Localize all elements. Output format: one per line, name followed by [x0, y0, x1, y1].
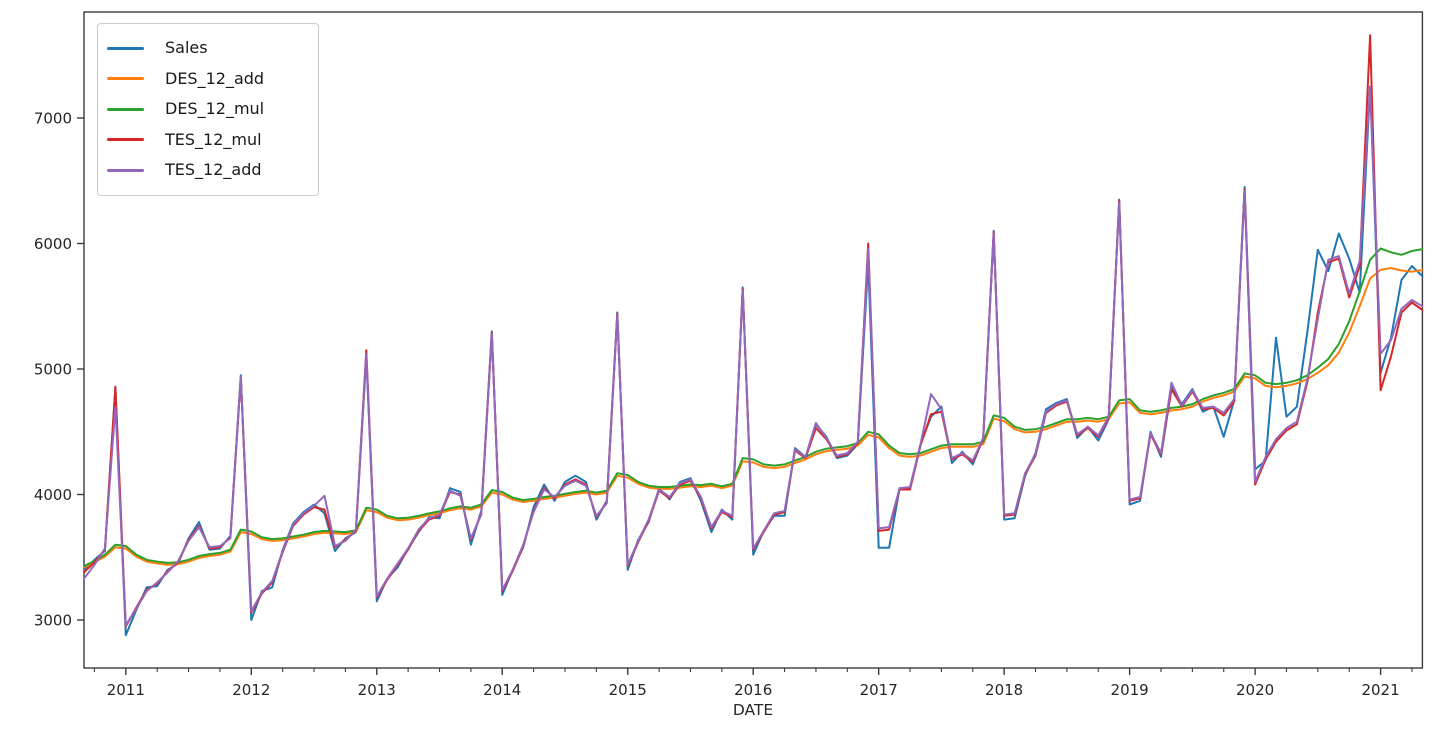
legend-item-TES_12_mul: TES_12_mul — [107, 125, 304, 156]
x-axis-title: DATE — [732, 701, 774, 719]
x-tick-label: 2016 — [734, 681, 772, 699]
legend-item-TES_12_add: TES_12_add — [107, 155, 304, 186]
x-tick-label: 2018 — [985, 681, 1023, 699]
y-tick-label: 6000 — [34, 235, 72, 253]
y-tick-label: 7000 — [34, 110, 72, 128]
x-tick-label: 2020 — [1236, 681, 1274, 699]
legend-label: TES_12_mul — [165, 129, 262, 149]
x-tick-label: 2013 — [358, 681, 396, 699]
legend-label: DES_12_add — [165, 68, 265, 88]
legend-label: Sales — [165, 38, 208, 58]
legend: Sales DES_12_add DES_12_mul TES_12_mul T… — [97, 23, 319, 196]
y-tick-label: 5000 — [34, 361, 72, 379]
x-tick-label: 2011 — [107, 681, 145, 699]
y-tick-label: 4000 — [34, 486, 72, 504]
x-tick-label: 2015 — [609, 681, 647, 699]
y-tick-label: 3000 — [34, 612, 72, 630]
legend-label: TES_12_add — [165, 160, 262, 180]
legend-label: DES_12_mul — [165, 99, 265, 119]
legend-line-swatch — [107, 138, 144, 142]
legend-item-DES_12_add: DES_12_add — [107, 64, 304, 95]
series-line-DES_12_add — [83, 267, 1424, 569]
x-tick-label: 2019 — [1111, 681, 1149, 699]
x-tick-label: 2012 — [232, 681, 270, 699]
x-tick-label: 2014 — [483, 681, 521, 699]
legend-line-swatch — [107, 107, 144, 111]
x-tick-label: 2021 — [1361, 681, 1399, 699]
series-line-TES_12_add — [83, 85, 1424, 626]
x-tick-label: 2017 — [860, 681, 898, 699]
series-line-DES_12_mul — [83, 247, 1424, 567]
legend-item-DES_12_mul: DES_12_mul — [107, 94, 304, 125]
legend-line-swatch — [107, 77, 144, 81]
legend-item-Sales: Sales — [107, 33, 304, 64]
legend-line-swatch — [107, 46, 144, 50]
legend-line-swatch — [107, 168, 144, 172]
